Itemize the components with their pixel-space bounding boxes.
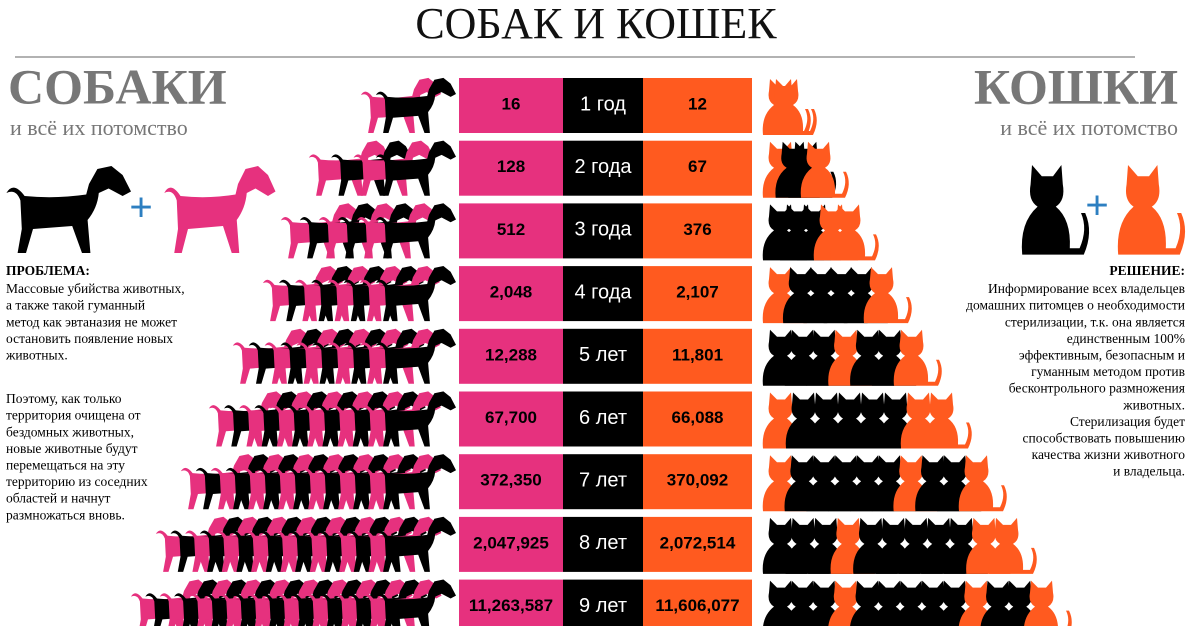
right-heading: РЕШЕНИЕ: xyxy=(1109,263,1185,278)
paragraph-line: животных. xyxy=(5,347,68,362)
cat-count: 12 xyxy=(688,94,707,113)
cell-bg xyxy=(643,140,752,196)
cat-icon xyxy=(1023,580,1072,626)
dog-count: 128 xyxy=(497,157,525,176)
year: 1 год xyxy=(580,93,626,115)
paragraph-line: областей и начнут xyxy=(6,491,111,506)
cell-bg xyxy=(459,266,563,322)
big-dog xyxy=(6,166,131,253)
cat-icon xyxy=(893,329,942,386)
paragraph-line: метод как эвтаназия не может xyxy=(6,314,177,329)
paragraph-line: новые животные будут xyxy=(6,441,138,456)
title: СОБАК И КОШЕК xyxy=(415,0,777,48)
plus-sign: + xyxy=(129,186,152,230)
paragraph-line: Информирование всех владельцев xyxy=(988,281,1185,296)
cell-bg xyxy=(563,78,643,133)
paragraph-line: домашних питомцев о необходимости xyxy=(966,298,1185,313)
paragraph-line: а также такой гуманный xyxy=(6,298,145,313)
cat-count: 11,801 xyxy=(672,345,723,364)
cell-bg xyxy=(643,328,752,384)
right-subtitle: и всё их потомство xyxy=(1000,115,1178,140)
dog-count: 372,350 xyxy=(480,471,541,490)
cell-bg xyxy=(643,454,752,510)
cell-bg xyxy=(459,328,563,384)
cell-bg xyxy=(563,328,643,384)
cell-bg xyxy=(459,203,563,259)
cell-bg xyxy=(563,140,643,196)
cat-count: 2,107 xyxy=(676,283,719,302)
left-subtitle: и всё их потомство xyxy=(10,115,188,140)
cell-bg xyxy=(643,266,752,322)
cat-icon xyxy=(988,517,1037,574)
cell-bg xyxy=(643,391,752,447)
cell-bg xyxy=(459,579,563,626)
cat-count: 376 xyxy=(683,220,711,239)
paragraph-line: Массовые убийства животных, xyxy=(6,281,185,296)
year: 9 лет xyxy=(579,595,627,617)
paragraph-line: способствовать повышению xyxy=(1023,430,1185,445)
paragraph-line: стерилизации, т.к. она является xyxy=(1005,314,1185,329)
cat-count: 2,072,514 xyxy=(660,533,736,552)
cat-count: 67 xyxy=(688,157,707,176)
cell-bg xyxy=(459,140,563,196)
cat-icon xyxy=(863,267,912,324)
cell-bg xyxy=(459,454,563,510)
cell-bg xyxy=(459,516,563,572)
paragraph-line: бесконтрольного размножения xyxy=(1009,381,1185,396)
year: 2 года xyxy=(574,156,632,178)
left-title: СОБАКИ xyxy=(8,58,227,114)
big-cat xyxy=(1021,165,1090,255)
dog-count: 67,700 xyxy=(485,408,537,427)
year: 8 лет xyxy=(579,532,627,554)
right-title: КОШКИ xyxy=(974,58,1178,114)
paragraph-line: эффективным, безопасным и xyxy=(1019,347,1185,362)
paragraph-line: перемещаться на эту xyxy=(6,457,125,472)
cell-bg xyxy=(643,78,752,133)
year: 3 года xyxy=(574,219,632,241)
paragraph-line: и владельца. xyxy=(1113,464,1185,479)
cat-icon xyxy=(923,392,972,449)
paragraph-line: гуманным методом против xyxy=(1031,364,1185,379)
left-heading: ПРОБЛЕМА: xyxy=(6,263,90,278)
big-dog xyxy=(164,166,276,253)
big-cat xyxy=(1117,165,1186,255)
cell-bg xyxy=(563,266,643,322)
cell-bg xyxy=(563,516,643,572)
paragraph-line: бездомных животных, xyxy=(6,424,134,439)
cell-bg xyxy=(643,579,752,626)
cat-count: 66,088 xyxy=(672,408,724,427)
cell-bg xyxy=(563,454,643,510)
cat-icon xyxy=(958,455,1007,512)
paragraph-line: животных. xyxy=(1122,397,1185,412)
cell-bg xyxy=(643,516,752,572)
paragraph-line: остановить появление новых xyxy=(6,331,173,346)
cell-bg xyxy=(563,203,643,259)
cat-count: 370,092 xyxy=(667,471,728,490)
paragraph-line: Стерилизация будет xyxy=(1070,414,1185,429)
dog-count: 11,263,587 xyxy=(469,596,553,615)
dog-count: 2,047,925 xyxy=(473,533,549,552)
cell-bg xyxy=(563,579,643,626)
dog-count: 2,048 xyxy=(490,283,533,302)
year: 4 года xyxy=(574,281,632,303)
paragraph-line: единственным 100% xyxy=(1067,331,1185,346)
dog-count: 16 xyxy=(502,94,521,113)
year: 6 лет xyxy=(579,407,627,429)
paragraph-line: Поэтому, как только xyxy=(6,391,122,406)
cell-bg xyxy=(643,203,752,259)
paragraph-line: качества жизни животного xyxy=(1032,447,1186,462)
cat-count: 11,606,077 xyxy=(655,596,739,615)
plus-sign: + xyxy=(1085,184,1108,228)
cell-bg xyxy=(563,391,643,447)
dog-count: 12,288 xyxy=(485,345,537,364)
paragraph-line: территорию из соседних xyxy=(6,474,148,489)
paragraph-line: территория очищена от xyxy=(6,408,141,423)
cell-bg xyxy=(459,391,563,447)
cell-bg xyxy=(459,78,563,133)
dog-count: 512 xyxy=(497,220,525,239)
year: 7 лет xyxy=(579,469,627,491)
paragraph-line: размножаться вновь. xyxy=(6,507,125,522)
year: 5 лет xyxy=(579,344,627,366)
